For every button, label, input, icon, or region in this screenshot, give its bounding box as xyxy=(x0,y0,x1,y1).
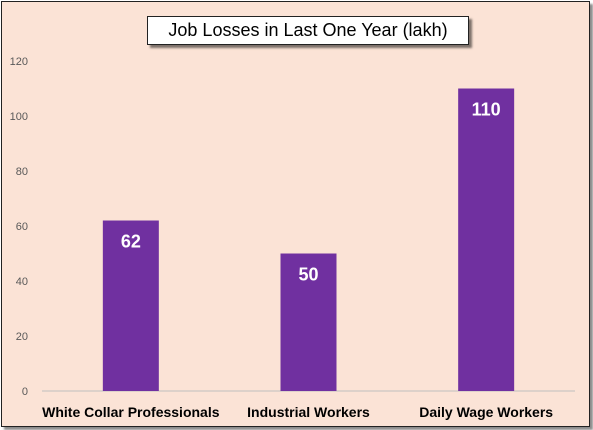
y-tick-label: 80 xyxy=(16,166,28,178)
chart-title: Job Losses in Last One Year (lakh) xyxy=(147,16,469,45)
y-tick-label: 60 xyxy=(16,221,28,233)
y-tick-label: 0 xyxy=(22,386,28,398)
bar xyxy=(102,220,159,391)
y-tick-label: 40 xyxy=(16,276,28,288)
data-label: 50 xyxy=(298,265,318,285)
x-tick-label: Daily Wage Workers xyxy=(419,404,553,420)
x-tick-label: Industrial Workers xyxy=(247,404,370,420)
data-label: 110 xyxy=(472,100,501,120)
y-tick-label: 120 xyxy=(10,56,28,68)
x-tick-label: White Collar Professionals xyxy=(42,404,220,420)
y-tick-label: 100 xyxy=(10,111,28,123)
data-label: 62 xyxy=(121,232,141,252)
y-tick-label: 20 xyxy=(16,331,28,343)
bar xyxy=(458,88,515,391)
bar xyxy=(280,253,337,391)
